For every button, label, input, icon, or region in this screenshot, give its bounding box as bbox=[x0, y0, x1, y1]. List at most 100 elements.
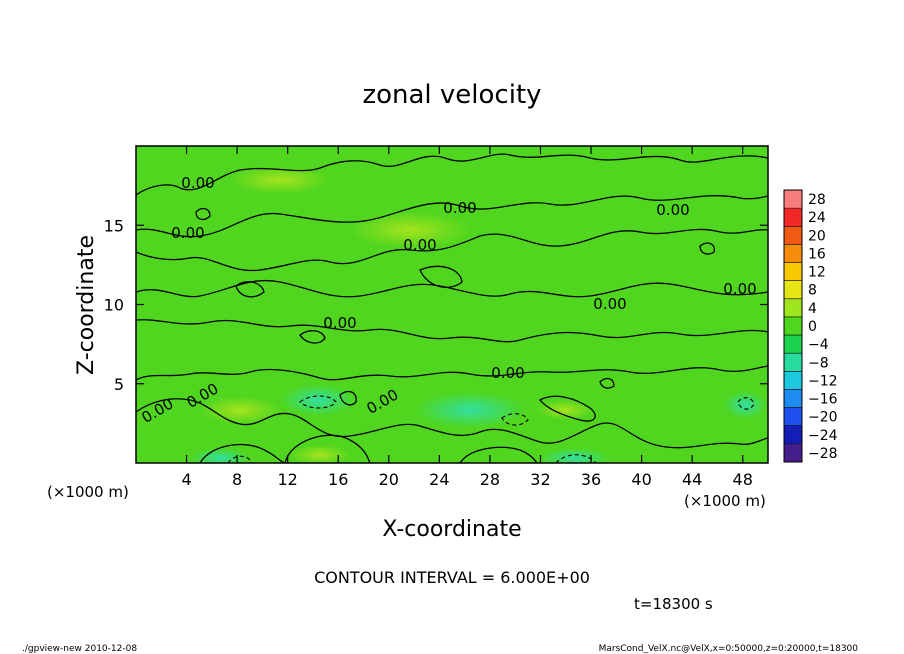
plot-area: 0.000.000.000.000.00 0.000.000.000.000.00… bbox=[136, 146, 768, 463]
negative-contours bbox=[227, 395, 755, 463]
dashed-contour bbox=[299, 395, 337, 409]
colorbar-swatch bbox=[784, 298, 802, 317]
colorbar-label: 16 bbox=[808, 246, 826, 262]
colorbar-swatch bbox=[784, 262, 802, 281]
colorbar-swatch bbox=[784, 208, 802, 227]
teal-patch bbox=[190, 448, 250, 463]
dashed-contour bbox=[555, 454, 597, 463]
colorbar-label: 4 bbox=[808, 301, 817, 317]
contour-line bbox=[699, 242, 715, 255]
colorbar-label: 24 bbox=[808, 210, 826, 226]
x-tick-label: 32 bbox=[530, 470, 550, 489]
colorbar-swatch bbox=[784, 353, 802, 372]
dashed-contour bbox=[227, 455, 253, 463]
colorbar-label: −8 bbox=[808, 355, 829, 371]
chart-title: zonal velocity bbox=[362, 80, 541, 110]
yellow-patch bbox=[290, 445, 350, 463]
contour-label: 0.00 bbox=[723, 280, 756, 298]
x-tick-label: 16 bbox=[328, 470, 348, 489]
contour-line bbox=[284, 434, 371, 463]
x-tick-label: 24 bbox=[429, 470, 449, 489]
colorbar-swatch bbox=[784, 244, 802, 263]
colorbar-label: −24 bbox=[808, 428, 838, 444]
contour-label: 0.00 bbox=[403, 236, 436, 254]
contour-line bbox=[136, 228, 768, 272]
colorbar-label: −16 bbox=[808, 392, 838, 408]
colorbar-label: −4 bbox=[808, 337, 829, 353]
y-tick-label: 15 bbox=[104, 216, 124, 235]
contour-line bbox=[136, 195, 768, 238]
colorbar-swatch bbox=[784, 190, 802, 209]
colorbar-swatch bbox=[784, 280, 802, 299]
yellow-patch bbox=[230, 166, 330, 194]
x-tick-label: 12 bbox=[278, 470, 298, 489]
x-tick-label: 8 bbox=[232, 470, 242, 489]
teal-patch bbox=[540, 448, 610, 463]
colorbar-swatch bbox=[784, 226, 802, 245]
contour-label: 0.00 bbox=[443, 199, 476, 217]
contour-label: 0.00 bbox=[593, 295, 626, 313]
x-tick-label: 36 bbox=[581, 470, 601, 489]
teal-patch bbox=[280, 384, 356, 416]
contour-line bbox=[136, 398, 768, 449]
contour-label: 0.00 bbox=[656, 201, 689, 219]
field-shading bbox=[190, 166, 767, 463]
contour-label: 0.00 bbox=[491, 364, 524, 382]
contour-line bbox=[299, 330, 326, 344]
contour-line bbox=[136, 319, 768, 343]
yellow-patch bbox=[537, 400, 593, 420]
colorbar-label: 12 bbox=[808, 265, 826, 281]
contour-line bbox=[339, 390, 357, 406]
colorbar-swatch bbox=[784, 407, 802, 426]
y-axis-ticks: 5 10 15 bbox=[104, 216, 768, 394]
contour-lines bbox=[136, 153, 768, 463]
x-axis-label: X-coordinate bbox=[382, 517, 521, 542]
contour-line bbox=[195, 207, 211, 221]
contour-label: 0.00 bbox=[171, 224, 204, 242]
y-tick-label: 5 bbox=[114, 375, 124, 394]
teal-patch bbox=[723, 391, 767, 419]
y-axis-label: Z-coordinate bbox=[74, 235, 99, 375]
x-axis-ticks: 4 8 12 16 20 24 28 32 36 40 44 48 bbox=[181, 146, 753, 489]
y-tick-label: 10 bbox=[104, 296, 124, 315]
teal-patch bbox=[415, 392, 525, 428]
x-tick-label: 40 bbox=[631, 470, 651, 489]
contour-line bbox=[419, 265, 463, 288]
colorbar-swatch bbox=[784, 389, 802, 408]
contour-line bbox=[235, 281, 265, 298]
x-tick-label: 28 bbox=[480, 470, 500, 489]
colorbar-label: −28 bbox=[808, 446, 838, 462]
contour-line bbox=[136, 365, 768, 381]
colorbar: 28 24 20 16 12 8 4 0 −4 −8 −12 −16 −20 −24 −28 bbox=[783, 189, 838, 463]
footer-right: MarsCond_VelX.nc@VelX,x=0:50000,z=0:2000… bbox=[599, 644, 859, 654]
dashed-contour bbox=[737, 397, 755, 410]
contour-label: 0.00 bbox=[323, 314, 356, 332]
colorbar-label: 20 bbox=[808, 228, 826, 244]
footer-left: ./gpview-new 2010-12-08 bbox=[22, 644, 137, 654]
colorbar-label: 28 bbox=[808, 192, 826, 208]
x-tick-label: 4 bbox=[181, 470, 191, 489]
colorbar-swatch bbox=[784, 371, 802, 390]
colorbar-label: −12 bbox=[808, 373, 838, 389]
colorbar-label: 8 bbox=[808, 283, 817, 299]
colorbar-swatch bbox=[784, 425, 802, 444]
x-unit-left: (×1000 m) bbox=[47, 483, 129, 501]
contour-line bbox=[539, 395, 596, 422]
yellow-patch bbox=[350, 212, 470, 248]
colorbar-swatch bbox=[784, 316, 802, 336]
contour-interval-text: CONTOUR INTERVAL = 6.000E+00 bbox=[314, 568, 590, 587]
x-unit-right: (×1000 m) bbox=[684, 492, 766, 510]
colorbar-swatch bbox=[784, 335, 802, 354]
x-tick-label: 20 bbox=[379, 470, 399, 489]
dashed-contour bbox=[501, 413, 529, 426]
contour-line bbox=[599, 377, 615, 389]
contour-line bbox=[199, 443, 286, 463]
contour-line bbox=[136, 153, 768, 196]
yellow-patch bbox=[200, 396, 280, 424]
x-tick-label: 48 bbox=[733, 470, 753, 489]
colorbar-label: 0 bbox=[808, 319, 817, 335]
time-text: t=18300 s bbox=[634, 595, 713, 613]
contour-line bbox=[459, 446, 538, 463]
contour-label: 0.00 bbox=[181, 174, 214, 192]
x-tick-label: 44 bbox=[682, 470, 702, 489]
